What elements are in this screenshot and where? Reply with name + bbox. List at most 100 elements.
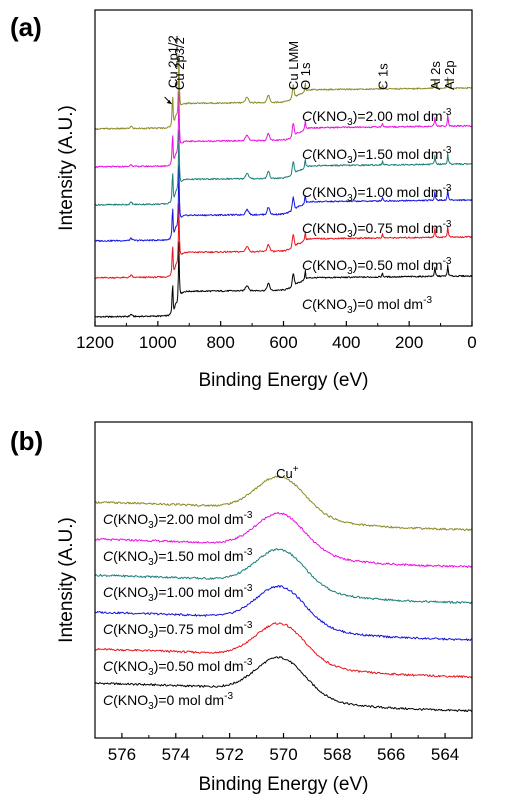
series-label-part: -3: [244, 510, 253, 521]
panel-a-x-ticks: 1200 1000 800 600 400 200 0: [76, 321, 477, 352]
series-line-2: [94, 203, 473, 280]
series-label-part: C: [302, 184, 313, 200]
series-label-part: 3: [347, 305, 353, 316]
series-label-part: (KNO: [113, 548, 148, 564]
x-tick-label: 1200: [76, 333, 114, 352]
series-label-part: C: [302, 108, 313, 124]
series-line-4: [94, 548, 473, 605]
series-label-part: -3: [443, 145, 452, 156]
peak-label: Cu LMM: [286, 41, 301, 90]
x-tick-label: 600: [269, 333, 297, 352]
x-tick-label: 568: [323, 745, 351, 764]
series-label-part: (KNO: [113, 692, 148, 708]
series-label-5: C(KNO3)=1.50 mol dm-3: [103, 547, 253, 568]
series-label-part: 3: [347, 193, 353, 204]
x-tick-label: 564: [431, 745, 459, 764]
series-label-part: )=2.00 mol dm: [154, 511, 244, 527]
series-label-part: -3: [423, 295, 432, 306]
series-label-part: -3: [224, 691, 233, 702]
series-label-part: )=1.50 mol dm: [353, 146, 443, 162]
series-line-3: [94, 165, 473, 242]
series-label-part: -3: [443, 183, 452, 194]
peak-label: O 1s: [298, 62, 313, 90]
peak-label: Al 2p: [442, 60, 457, 90]
series-label-part: (KNO: [312, 296, 347, 312]
series-label-part: (KNO: [312, 184, 347, 200]
series-label-part: )=0 mol dm: [154, 692, 224, 708]
series-label-part: -3: [244, 620, 253, 631]
series-label-part: )=2.00 mol dm: [353, 108, 443, 124]
series-line-1: [94, 241, 473, 318]
x-tick-label: 570: [269, 745, 297, 764]
series-label-part: )=1.00 mol dm: [353, 184, 443, 200]
x-tick-label: 200: [395, 333, 423, 352]
series-label-part: -3: [443, 107, 452, 118]
series-label-part: )=0.75 mol dm: [353, 220, 443, 236]
series-label-part: )=1.50 mol dm: [154, 548, 244, 564]
panel-a-label: (a): [10, 12, 42, 42]
series-label-part: -3: [443, 256, 452, 267]
series-label-part: (KNO: [312, 220, 347, 236]
series-label-part: C: [103, 511, 114, 527]
series-label-4: C(KNO3)=1.00 mol dm-3: [103, 583, 253, 604]
series-line-2: [94, 622, 473, 679]
series-label-part: -3: [244, 583, 253, 594]
series-label-part: 3: [148, 630, 154, 641]
series-label-part: 3: [347, 117, 353, 128]
series-label-1: C(KNO3)=0 mol dm-3: [302, 295, 432, 316]
series-label-part: )=1.00 mol dm: [154, 584, 244, 600]
peak-label: Cu 2p1/2: [166, 35, 181, 88]
peak-label: Cu+: [276, 464, 299, 481]
series-label-part: 3: [347, 266, 353, 277]
series-line-3: [94, 585, 473, 642]
x-tick-label: 800: [206, 333, 234, 352]
series-label-part: -3: [443, 219, 452, 230]
x-tick-label: 0: [467, 333, 476, 352]
series-label-part: 3: [347, 155, 353, 166]
x-tick-label: 400: [332, 333, 360, 352]
series-label-part: )=0.50 mol dm: [154, 658, 244, 674]
series-label-part: 3: [347, 229, 353, 240]
series-label-part: C: [103, 658, 114, 674]
series-label-part: (KNO: [312, 146, 347, 162]
peak-label: Cu 2p3/2: [172, 37, 187, 90]
series-label-4: C(KNO3)=1.00 mol dm-3: [302, 183, 452, 204]
series-label-part: C: [302, 257, 313, 273]
series-label-part: (KNO: [312, 108, 347, 124]
series-line-5: [94, 91, 473, 168]
panel-b-x-ticks: 576 574 572 570 568 566 564: [108, 733, 459, 764]
series-line-6: [94, 54, 473, 130]
peak-label-sup: +: [293, 464, 299, 475]
series-label-part: C: [103, 548, 114, 564]
series-line-5: [94, 511, 473, 569]
panel-a-plot-frame: [94, 9, 473, 327]
series-label-6: C(KNO3)=2.00 mol dm-3: [103, 510, 253, 531]
peak-arrow-head: [166, 100, 172, 104]
series-label-part: -3: [244, 657, 253, 668]
series-label-part: )=0.50 mol dm: [353, 257, 443, 273]
peak-label: C 1s: [376, 63, 391, 90]
series-label-part: C: [302, 296, 313, 312]
panel-b-y-axis-label: Intensity (A.U.): [56, 517, 77, 643]
series-label-part: 3: [148, 520, 154, 531]
peak-label: Al 2s: [428, 61, 443, 90]
series-label-part: C: [302, 220, 313, 236]
series-label-part: 3: [148, 667, 154, 678]
series-label-part: 3: [148, 701, 154, 712]
series-label-part: )=0.75 mol dm: [154, 621, 244, 637]
series-label-part: )=0 mol dm: [353, 296, 423, 312]
panel-b-label: (b): [10, 426, 43, 456]
series-label-part: C: [103, 584, 114, 600]
x-tick-label: 576: [108, 745, 136, 764]
panel-b-traces: [94, 475, 473, 713]
series-line-6: [94, 475, 473, 532]
series-label-part: C: [103, 692, 114, 708]
peak-label-text: Cu: [276, 466, 293, 481]
series-label-part: 3: [148, 557, 154, 568]
series-label-part: -3: [244, 547, 253, 558]
series-label-5: C(KNO3)=1.50 mol dm-3: [302, 145, 452, 166]
series-label-part: C: [103, 621, 114, 637]
